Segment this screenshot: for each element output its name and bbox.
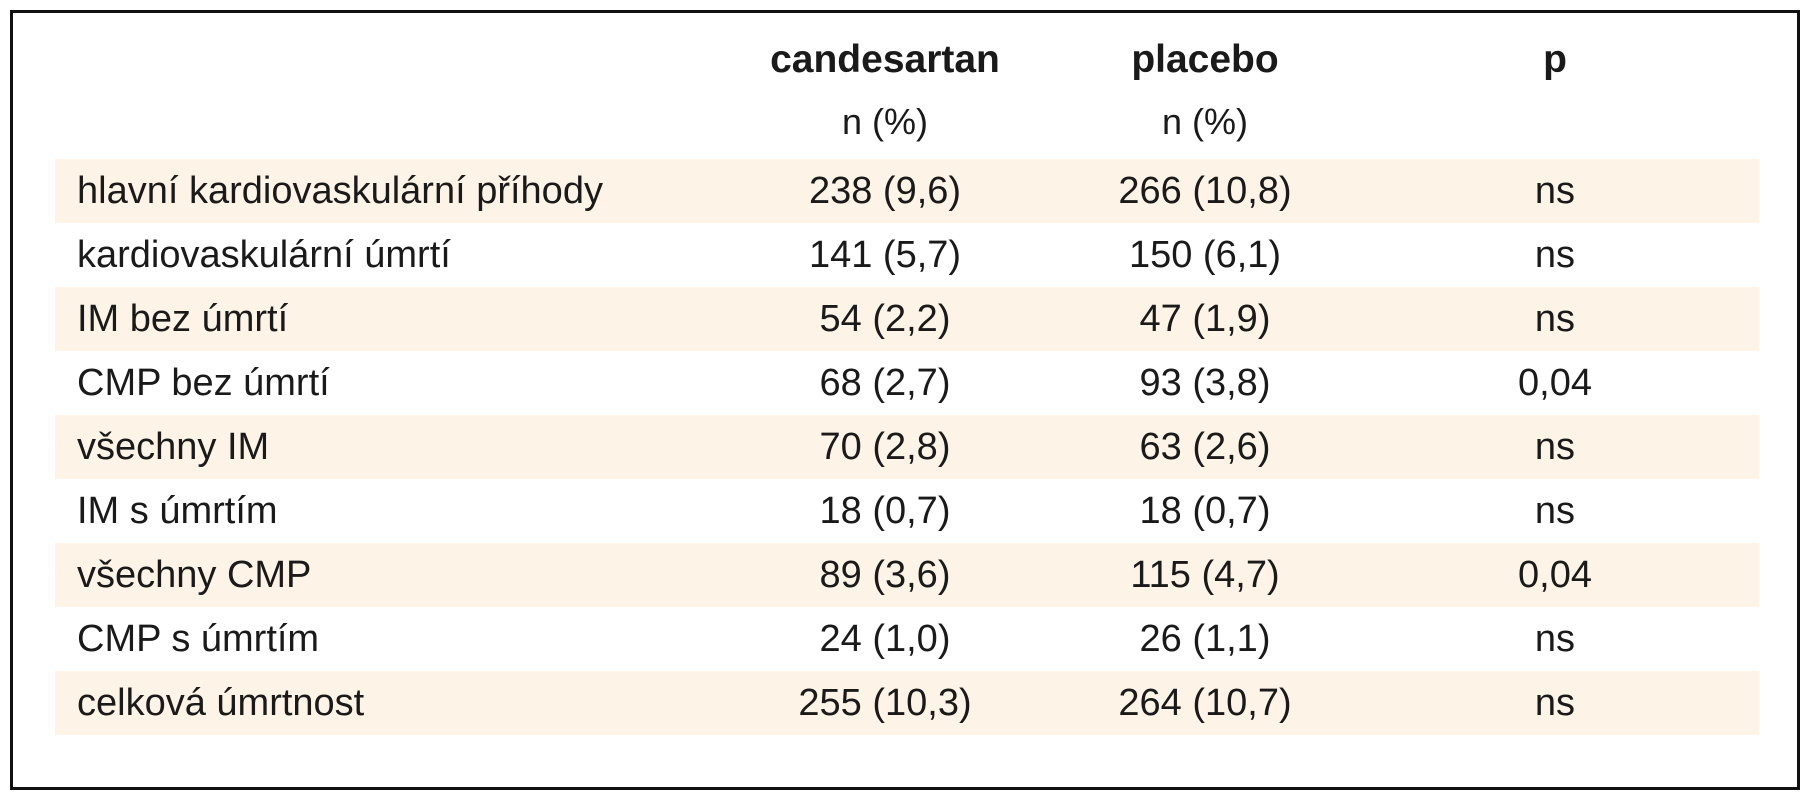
candesartan-value: 141 (5,7) bbox=[808, 234, 962, 276]
p-value: ns bbox=[1534, 426, 1576, 468]
row-label: kardiovaskulární úmrtí bbox=[77, 234, 451, 276]
table-frame: candesartan n (%) placebo n (%) p hlavní… bbox=[10, 10, 1800, 790]
placebo-value: 18 (0,7) bbox=[1139, 490, 1271, 532]
header-placebo: placebo n (%) bbox=[1085, 31, 1325, 155]
header-subtitle: n (%) bbox=[841, 101, 928, 142]
header-title: p bbox=[1543, 38, 1567, 81]
row-label: celková úmrtnost bbox=[77, 682, 365, 724]
row-label: IM s úmrtím bbox=[77, 490, 278, 532]
table-row: IM bez úmrtí 54 (2,2) 47 (1,9) ns bbox=[55, 287, 1759, 351]
placebo-value: 266 (10,8) bbox=[1118, 170, 1292, 212]
p-value: ns bbox=[1534, 298, 1576, 340]
p-value: ns bbox=[1534, 618, 1576, 660]
placebo-value: 93 (3,8) bbox=[1139, 362, 1271, 404]
row-label: hlavní kardiovaskulární příhody bbox=[77, 170, 603, 212]
placebo-value: 115 (4,7) bbox=[1130, 554, 1280, 596]
results-table: candesartan n (%) placebo n (%) p hlavní… bbox=[55, 31, 1759, 735]
candesartan-value: 70 (2,8) bbox=[819, 426, 951, 468]
header-subtitle bbox=[1485, 89, 1625, 155]
candesartan-value: 54 (2,2) bbox=[819, 298, 951, 340]
row-label: IM bez úmrtí bbox=[77, 298, 289, 340]
table-row: všechny IM 70 (2,8) 63 (2,6) ns bbox=[55, 415, 1759, 479]
row-label: CMP bez úmrtí bbox=[77, 362, 330, 404]
placebo-value: 264 (10,7) bbox=[1118, 682, 1292, 724]
candesartan-value: 24 (1,0) bbox=[819, 618, 951, 660]
candesartan-value: 238 (9,6) bbox=[808, 170, 962, 212]
placebo-value: 150 (6,1) bbox=[1128, 234, 1282, 276]
candesartan-value: 68 (2,7) bbox=[819, 362, 951, 404]
candesartan-value: 255 (10,3) bbox=[798, 682, 972, 724]
table-row: CMP bez úmrtí 68 (2,7) 93 (3,8) 0,04 bbox=[55, 351, 1759, 415]
placebo-value: 47 (1,9) bbox=[1139, 298, 1271, 340]
header-subtitle: n (%) bbox=[1161, 101, 1248, 142]
p-value: ns bbox=[1534, 682, 1576, 724]
header-p: p bbox=[1485, 31, 1625, 155]
p-value: 0,04 bbox=[1518, 362, 1592, 404]
p-value: 0,04 bbox=[1518, 554, 1592, 596]
table-header: candesartan n (%) placebo n (%) p bbox=[55, 31, 1759, 159]
p-value: ns bbox=[1534, 170, 1576, 212]
placebo-value: 26 (1,1) bbox=[1139, 618, 1271, 660]
placebo-value: 63 (2,6) bbox=[1139, 426, 1271, 468]
row-label: všechny IM bbox=[77, 426, 270, 468]
table-row: IM s úmrtím 18 (0,7) 18 (0,7) ns bbox=[55, 479, 1759, 543]
row-label: všechny CMP bbox=[77, 554, 312, 596]
table-row: celková úmrtnost 255 (10,3) 264 (10,7) n… bbox=[55, 671, 1759, 735]
header-title: placebo bbox=[1131, 38, 1279, 81]
p-value: ns bbox=[1534, 490, 1576, 532]
table-row: všechny CMP 89 (3,6) 115 (4,7) 0,04 bbox=[55, 543, 1759, 607]
table-row: kardiovaskulární úmrtí 141 (5,7) 150 (6,… bbox=[55, 223, 1759, 287]
table-row: CMP s úmrtím 24 (1,0) 26 (1,1) ns bbox=[55, 607, 1759, 671]
header-title: candesartan bbox=[770, 38, 1000, 81]
candesartan-value: 18 (0,7) bbox=[819, 490, 951, 532]
header-candesartan: candesartan n (%) bbox=[765, 31, 1005, 155]
candesartan-value: 89 (3,6) bbox=[819, 554, 951, 596]
table-row: hlavní kardiovaskulární příhody 238 (9,6… bbox=[55, 159, 1759, 223]
row-label: CMP s úmrtím bbox=[77, 618, 320, 660]
p-value: ns bbox=[1534, 234, 1576, 276]
